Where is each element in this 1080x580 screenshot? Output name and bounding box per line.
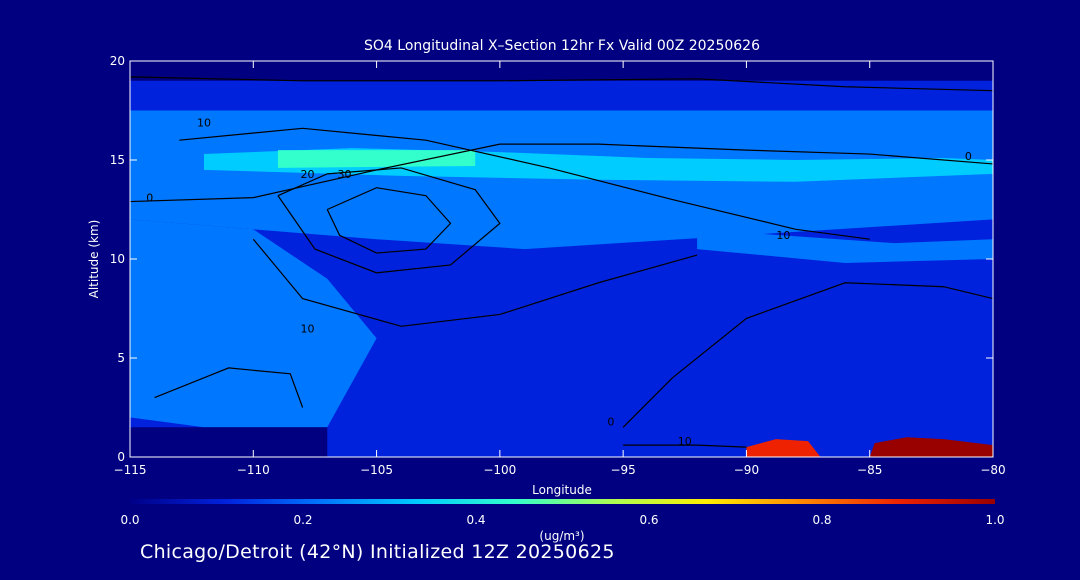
fill-band-surface-plume-1 <box>746 439 821 457</box>
contour-line-30-4 <box>326 187 452 254</box>
fill-band-upper-layer <box>130 110 993 250</box>
y-tick-label: 10 <box>110 252 125 266</box>
contour-label: 10 <box>301 322 315 335</box>
colorbar-tick-label: 0.8 <box>812 513 831 527</box>
y-tick-label: 20 <box>110 54 125 68</box>
colorbar-tick-label: 0.0 <box>120 513 139 527</box>
y-tick-label: 5 <box>117 351 125 365</box>
colorbar-units: (ug/m³) <box>539 529 584 543</box>
colorbar-tick-label: 0.2 <box>293 513 312 527</box>
contour-line-10-2 <box>179 127 870 240</box>
x-tick-label: −90 <box>734 463 759 477</box>
contour-line-0-1 <box>130 143 993 203</box>
x-tick-label: −100 <box>483 463 516 477</box>
colorbar-tick-label: 0.4 <box>466 513 485 527</box>
contour-label: 0 <box>965 150 972 163</box>
fill-band-surface-plume-2 <box>869 437 993 457</box>
contour-layer: 10 20 30 0 0 10 10 0 10 <box>130 76 993 448</box>
contour-label: 0 <box>146 192 153 205</box>
terrain-layer <box>130 427 328 457</box>
contour-label: 10 <box>678 435 692 448</box>
chart-title: SO4 Longitudinal X–Section 12hr Fx Valid… <box>364 38 760 54</box>
contour-line-0-0 <box>130 76 993 92</box>
x-tick-label: −80 <box>980 463 1005 477</box>
y-tick-label: 15 <box>110 153 125 167</box>
fill-band-west-mid <box>130 219 377 428</box>
x-tick-label: −105 <box>360 463 393 477</box>
x-axis-label: Longitude <box>532 483 592 497</box>
y-tick-label: 0 <box>117 450 125 464</box>
terrain-block <box>130 427 328 457</box>
contour-label: 10 <box>197 116 211 129</box>
concentration-fill-layer <box>130 80 993 457</box>
contour-line-10-5 <box>252 238 698 327</box>
contour-label: 0 <box>607 415 614 428</box>
x-axis: −115 −110 −105 −100 −95 −90 −85 −80 <box>114 61 1006 477</box>
run-info-footer: Chicago/Detroit (42°N) Initialized 12Z 2… <box>140 541 615 563</box>
contour-line-0-6 <box>154 367 304 408</box>
y-axis: 0 5 10 15 20 <box>110 54 993 464</box>
fill-band-high-peak <box>277 150 476 168</box>
colorbar-tick-label: 1.0 <box>985 513 1004 527</box>
contour-line-20-3 <box>277 167 501 274</box>
colorbar-ticks: 0.0 0.2 0.4 0.6 0.8 1.0 <box>120 513 1004 527</box>
contour-label: 20 <box>301 168 315 181</box>
y-axis-label: Altitude (km) <box>87 220 101 299</box>
contour-label: 30 <box>338 168 352 181</box>
x-tick-label: −85 <box>857 463 882 477</box>
x-tick-label: −110 <box>237 463 270 477</box>
colorbar <box>130 499 995 504</box>
fill-band-east-layer <box>697 229 993 263</box>
contour-line-0-7 <box>622 282 993 428</box>
contour-label: 10 <box>776 229 790 242</box>
colorbar-tick-label: 0.6 <box>639 513 658 527</box>
x-tick-label: −95 <box>610 463 635 477</box>
contour-line-10-8 <box>623 444 747 448</box>
x-tick-label: −115 <box>114 463 147 477</box>
